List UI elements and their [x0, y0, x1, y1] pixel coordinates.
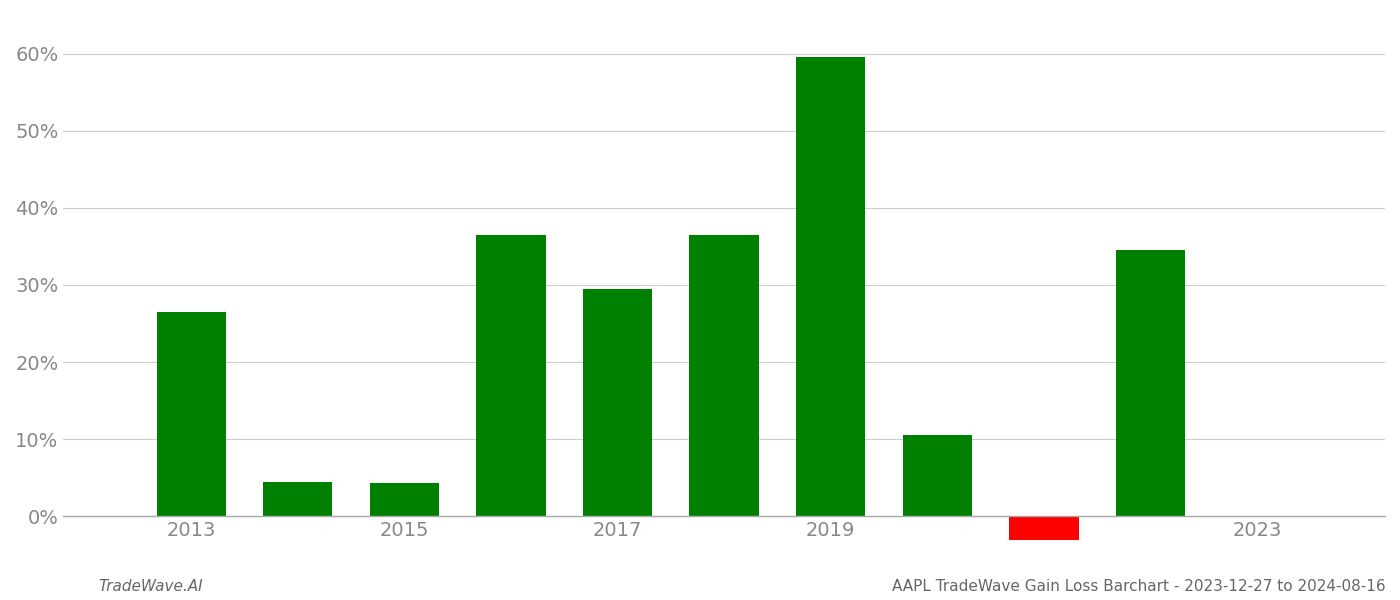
Bar	[476, 235, 546, 517]
Bar	[263, 482, 332, 517]
Bar	[797, 58, 865, 517]
Bar	[157, 312, 225, 517]
Bar	[370, 483, 440, 517]
Bar	[1116, 250, 1186, 517]
Bar	[1009, 517, 1078, 539]
Bar	[903, 436, 972, 517]
Text: TradeWave.AI: TradeWave.AI	[98, 579, 203, 594]
Bar	[689, 235, 759, 517]
Bar	[582, 289, 652, 517]
Text: AAPL TradeWave Gain Loss Barchart - 2023-12-27 to 2024-08-16: AAPL TradeWave Gain Loss Barchart - 2023…	[892, 579, 1386, 594]
